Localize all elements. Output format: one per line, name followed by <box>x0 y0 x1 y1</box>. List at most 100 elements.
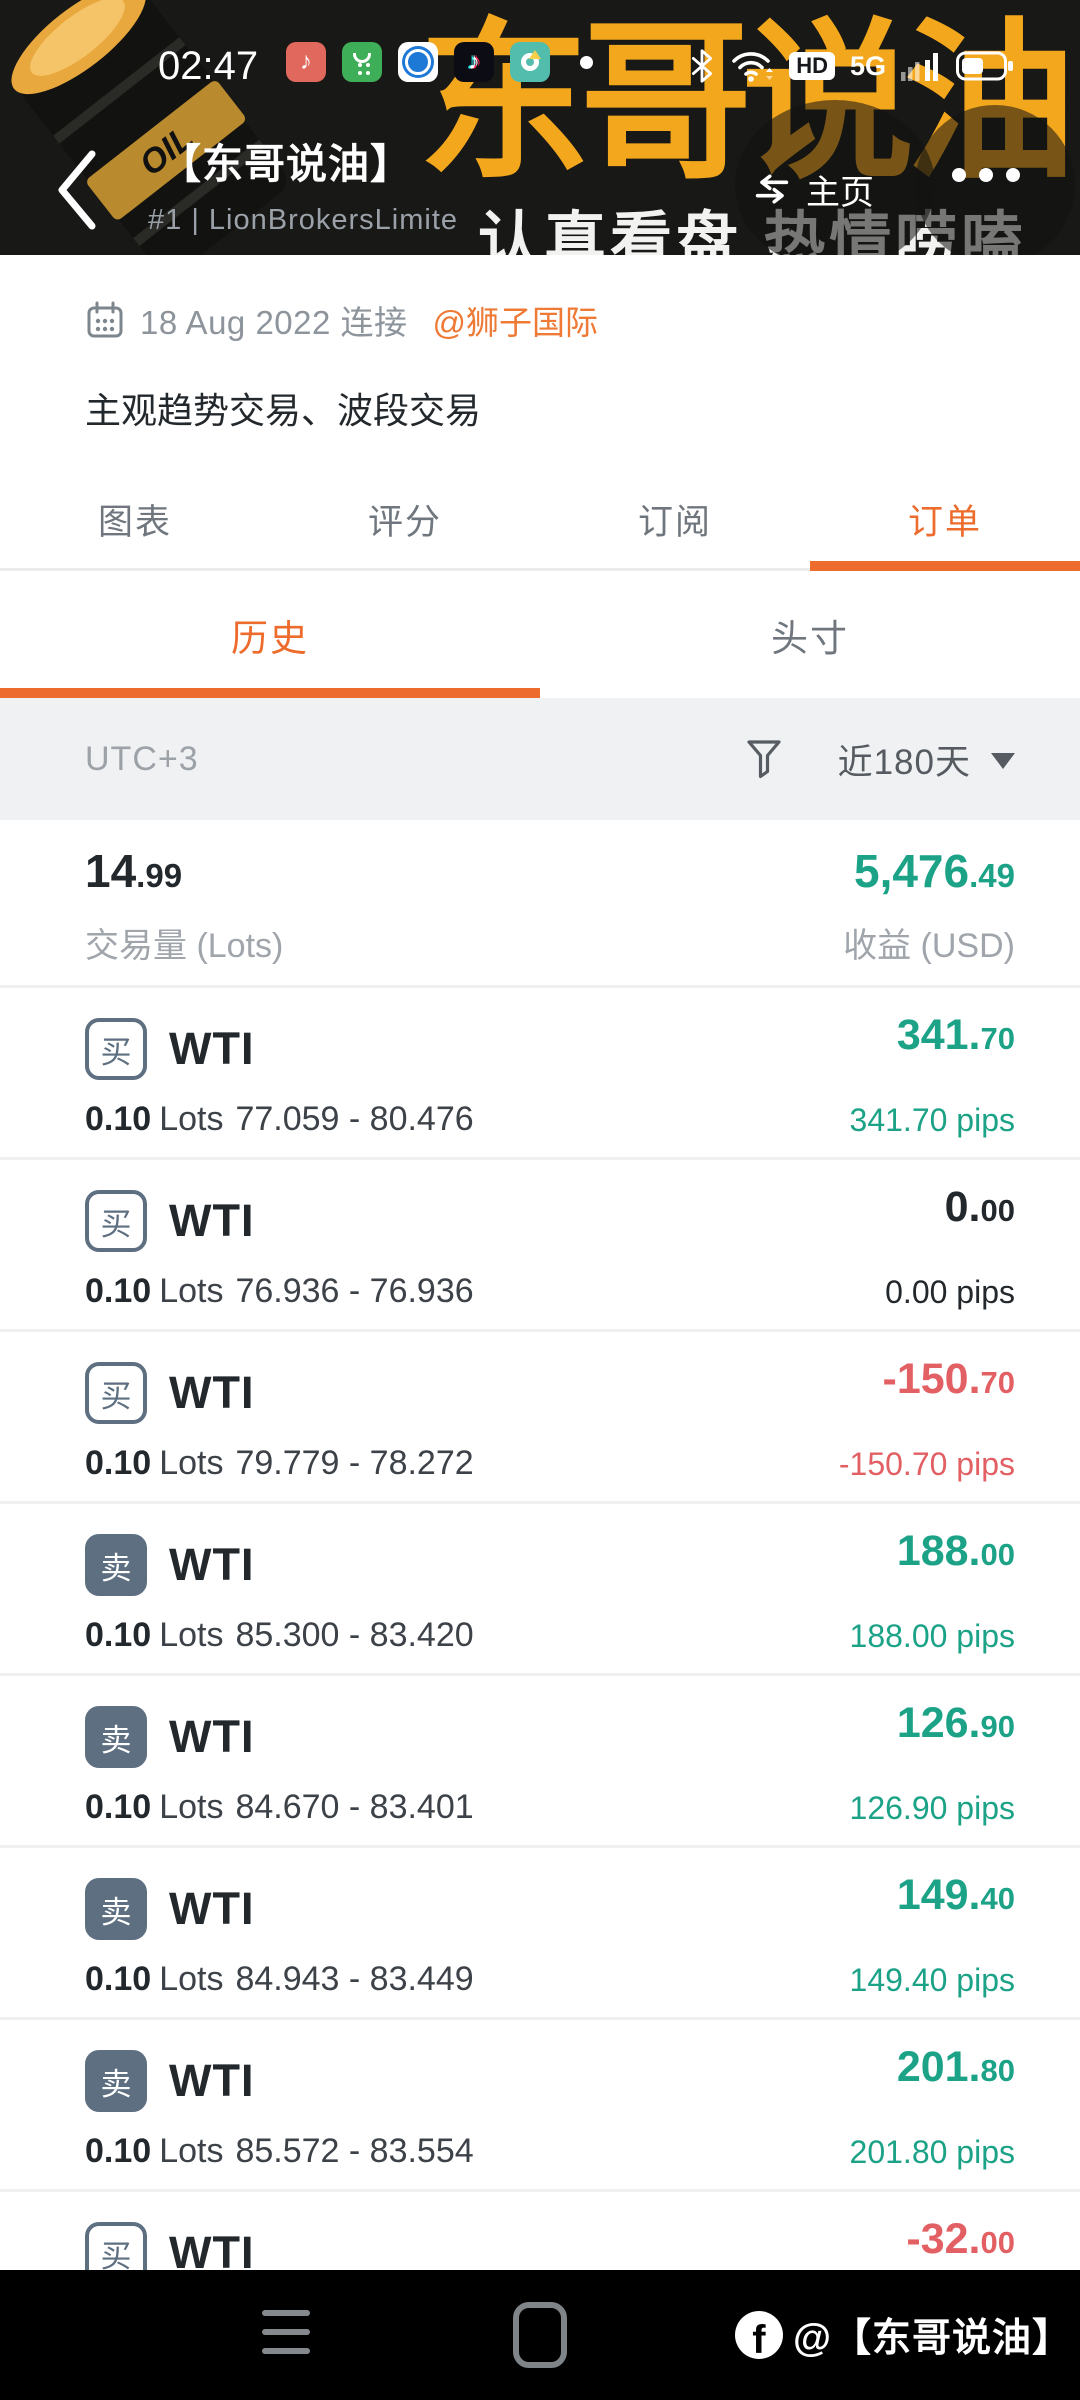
status-bar: 02:47 ♪ ♪ <box>0 38 1080 96</box>
hd-badge: HD <box>789 52 835 80</box>
trade-symbol: WTI <box>169 1195 255 1246</box>
battery-icon <box>956 51 1013 81</box>
trade-profit-value: -150.70 <box>882 1355 1016 1403</box>
trade-pips: 188.00 pips <box>849 1618 1015 1654</box>
oil-barrel-image: OIL <box>11 0 286 255</box>
status-indicators: HD 5G <box>689 46 1014 86</box>
volume-summary: 14.99 交易量 (Lots) <box>85 845 284 965</box>
trade-history-list: 买 WTI 0.10 Lots 77.059 - 80.476 341.70 341… <box>0 988 1080 2270</box>
trade-profit-value: 188.00 <box>896 1527 1015 1575</box>
trade-side-badge: 买 <box>85 2222 147 2270</box>
subtab-positions[interactable]: 头寸 <box>771 617 849 659</box>
trade-row[interactable]: 买 WTI 0.10 Lots 79.779 - 78.272 -150.70 -1… <box>0 1332 1080 1504</box>
trade-side-badge: 卖 <box>85 1706 147 1768</box>
trade-profit-value: 149.40 <box>896 1871 1015 1919</box>
tab-charts[interactable]: 图表 <box>97 502 172 542</box>
trade-details: 0.10 Lots 76.936 - 76.936 <box>85 1272 474 1310</box>
profit-value: 5,476 <box>853 845 970 897</box>
5g-label: 5G <box>849 50 886 81</box>
trade-row[interactable]: 卖 WTI 0.10 Lots 84.670 - 83.401 126.90 126… <box>0 1676 1080 1848</box>
trade-row[interactable]: 卖 WTI 0.10 Lots 84.943 - 83.449 149.40 149… <box>0 1848 1080 2020</box>
summary-panel: 14.99 交易量 (Lots) 5,476.49 收益 (USD) <box>0 820 1080 988</box>
trade-pips: 201.80 pips <box>849 2134 1015 2170</box>
camera-app-icon <box>510 42 550 82</box>
music-app-icon: ♪ <box>286 42 326 82</box>
button-backdrop <box>915 105 1075 255</box>
join-date-row: 18 Aug 2022 连接 @狮子国际 <box>85 296 598 344</box>
filter-funnel-icon[interactable] <box>745 738 783 780</box>
main-tabs: 图表 评分 订阅 订单 <box>0 470 1080 571</box>
trade-details: 0.10 Lots 84.943 - 83.449 <box>85 1960 474 1998</box>
profit-value-decimal: 49 <box>978 857 1015 894</box>
trade-row[interactable]: 买 WTI -32.00 <box>0 2192 1080 2270</box>
trade-side-badge: 卖 <box>85 1534 147 1596</box>
volume-value-decimal: 99 <box>145 857 183 894</box>
trade-profit-value: 126.90 <box>896 1699 1015 1747</box>
trade-symbol: WTI <box>169 1023 255 1074</box>
home-button[interactable]: 主页 <box>742 156 884 222</box>
watermark: f @【东哥说油】 <box>734 2270 1072 2400</box>
trade-details: 0.10 Lots 85.572 - 83.554 <box>85 2132 474 2170</box>
trade-side-badge: 买 <box>85 1190 147 1252</box>
store-app-icon <box>342 42 382 82</box>
home-icon[interactable] <box>513 2302 567 2368</box>
page-title: 【东哥说油】 <box>160 141 412 187</box>
trade-row[interactable]: 买 WTI 0.10 Lots 77.059 - 80.476 341.70 341… <box>0 988 1080 1160</box>
trade-profit-value: 201.80 <box>896 2043 1015 2091</box>
trade-pips: -150.70 pips <box>838 1446 1015 1482</box>
trade-symbol: WTI <box>169 1711 255 1762</box>
bluetooth-icon <box>692 49 713 83</box>
back-button[interactable] <box>50 146 106 234</box>
profile-banner: 东哥说油 认真看盘 热情唠嗑 OIL 02:47 ♪ ♪ <box>0 0 1080 255</box>
broker-subtitle: #1 | LionBrokersLimite <box>148 204 459 236</box>
home-button-label: 主页 <box>806 173 874 212</box>
trade-side-badge: 买 <box>85 1362 147 1424</box>
trade-symbol: WTI <box>169 1883 255 1934</box>
trade-pips: 126.90 pips <box>849 1790 1015 1826</box>
tiktok-app-icon: ♪ <box>454 42 494 82</box>
profit-label: 收益 (USD) <box>843 927 1015 965</box>
volume-label: 交易量 (Lots) <box>85 927 284 965</box>
menu-icon[interactable] <box>262 2310 310 2354</box>
broker-mention-link[interactable]: @狮子国际 <box>432 304 599 341</box>
trade-profit-value: 341.70 <box>896 1011 1015 1059</box>
browser-app-icon <box>398 42 438 82</box>
notification-icons: ♪ ♪ <box>286 42 593 82</box>
profit-summary: 5,476.49 收益 (USD) <box>843 845 1015 965</box>
subtab-history[interactable]: 历史 <box>0 571 540 698</box>
trade-details: 0.10 Lots 77.059 - 80.476 <box>85 1100 474 1138</box>
swap-arrows-icon <box>755 174 789 204</box>
trade-symbol: WTI <box>169 1367 255 1418</box>
order-subtabs: 历史 头寸 <box>0 571 1080 698</box>
tab-orders[interactable]: 订单 <box>810 470 1080 571</box>
trade-side-badge: 卖 <box>85 2050 147 2112</box>
trade-pips: 341.70 pips <box>849 1102 1015 1138</box>
connected-date: 18 Aug 2022 连接 <box>140 304 408 341</box>
trade-pips: 149.40 pips <box>849 1962 1015 1998</box>
timezone-label: UTC+3 <box>85 739 199 778</box>
trade-pips: 0.00 pips <box>885 1274 1015 1310</box>
facebook-icon: f <box>734 2311 783 2359</box>
trade-symbol: WTI <box>169 2055 255 2106</box>
trade-details: 0.10 Lots 79.779 - 78.272 <box>85 1444 474 1482</box>
more-menu-button[interactable] <box>952 168 1020 182</box>
trade-side-badge: 卖 <box>85 1878 147 1940</box>
more-notifications-dot <box>580 55 593 69</box>
system-nav-bar: f @【东哥说油】 <box>0 2270 1080 2400</box>
calendar-icon <box>87 301 123 338</box>
trade-row[interactable]: 买 WTI 0.10 Lots 76.936 - 76.936 0.00 0.00 … <box>0 1160 1080 1332</box>
chevron-down-icon <box>991 753 1015 769</box>
wifi-icon <box>732 52 774 82</box>
watermark-text: @【东哥说油】 <box>792 2317 1072 2360</box>
tab-rating[interactable]: 评分 <box>367 502 442 542</box>
trade-row[interactable]: 卖 WTI 0.10 Lots 85.572 - 83.554 201.80 201… <box>0 2020 1080 2192</box>
trade-details: 0.10 Lots 85.300 - 83.420 <box>85 1616 474 1654</box>
range-filter[interactable]: 近180天 <box>745 698 1015 820</box>
trade-side-badge: 买 <box>85 1018 147 1080</box>
signal-icon <box>901 53 938 81</box>
range-filter-label[interactable]: 近180天 <box>837 742 971 782</box>
tab-subscribe[interactable]: 订阅 <box>637 502 712 542</box>
trade-row[interactable]: 卖 WTI 0.10 Lots 85.300 - 83.420 188.00 188… <box>0 1504 1080 1676</box>
trade-details: 0.10 Lots 84.670 - 83.401 <box>85 1788 474 1826</box>
